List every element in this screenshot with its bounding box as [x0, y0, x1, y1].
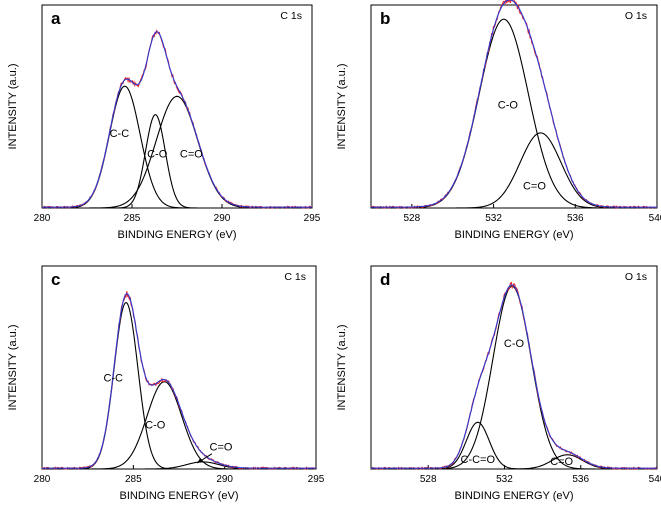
panel-letter: c: [51, 270, 60, 289]
x-axis-label: BINDING ENERGY (eV): [455, 490, 574, 502]
x-tick-label: 540: [649, 213, 661, 224]
y-axis-label: INTENSITY (a.u.): [7, 64, 19, 150]
panel-c: 280 285 290 295 BINDING ENERGY (eV) INTENSITY…: [7, 265, 325, 502]
panel-letter: d: [380, 270, 390, 289]
y-axis-label: INTENSITY (a.u.): [336, 325, 348, 411]
component-peak-1: [42, 381, 316, 470]
x-tick-label: 290: [214, 213, 231, 224]
envelope-fit: [371, 0, 657, 208]
component-peak-0: [371, 421, 657, 470]
y-axis-label: INTENSITY (a.u.): [336, 64, 348, 150]
envelope-fit: [42, 31, 312, 208]
measured-spectrum: [370, 281, 658, 470]
x-tick-label: 528: [404, 213, 421, 224]
x-tick-label: 536: [572, 474, 589, 485]
x-tick-label: 532: [496, 474, 513, 485]
measured-spectrum: [41, 291, 317, 471]
peak-label: C-O: [147, 148, 168, 160]
envelope-fit: [371, 284, 657, 469]
peak-label: C=O: [210, 442, 233, 454]
peak-label: C=O: [180, 148, 203, 160]
x-tick-label: 280: [34, 474, 51, 485]
panel-letter: a: [51, 9, 61, 28]
component-peak-0: [371, 18, 657, 209]
component-peak-1: [371, 132, 657, 209]
x-axis-label: BINDING ENERGY (eV): [118, 229, 237, 241]
component-peak-2: [42, 95, 312, 209]
x-tick-label: 532: [485, 213, 502, 224]
x-axis-label: BINDING ENERGY (eV): [455, 229, 574, 241]
panel-d: 528 532 536 540 BINDING ENERGY (eV) INTENSITY…: [336, 265, 661, 502]
x-tick-label: 295: [308, 474, 325, 485]
peak-label: C=O: [550, 456, 573, 468]
peak-label: C-C=O: [461, 454, 496, 466]
component-peak-2: [371, 454, 657, 470]
peak-label: C-O: [498, 100, 519, 112]
x-tick-label: 528: [420, 474, 437, 485]
component-peak-1: [371, 285, 657, 470]
envelope-fit: [42, 293, 316, 469]
x-tick-label: 280: [34, 213, 51, 224]
plot-frame: [41, 4, 313, 209]
plot-frame: [41, 265, 317, 470]
core-level-label: C 1s: [284, 271, 306, 283]
peak-label: C-O: [145, 419, 166, 431]
x-tick-label: 285: [124, 213, 141, 224]
x-tick-label: 295: [304, 213, 321, 224]
component-peak-1: [42, 114, 312, 209]
peak-label: C-C: [110, 128, 130, 140]
peak-label: C-C: [103, 373, 123, 385]
panel-a: 280 285 290 295 BINDING ENERGY (eV) INTENSITY…: [7, 4, 321, 241]
plot-frame: [370, 4, 658, 209]
x-tick-label: 540: [649, 474, 661, 485]
peak-label: C-O: [504, 338, 525, 350]
plot-frame: [370, 265, 658, 470]
component-peak-0: [42, 85, 312, 209]
panel-b: 528 532 536 540 BINDING ENERGY (eV) INTENSITY…: [336, 0, 661, 241]
peak-label: C=O: [523, 181, 546, 193]
core-level-label: O 1s: [625, 271, 647, 283]
measured-spectrum: [41, 29, 313, 209]
y-axis-label: INTENSITY (a.u.): [7, 325, 19, 411]
panel-letter: b: [380, 9, 390, 28]
x-tick-label: 536: [567, 213, 584, 224]
x-tick-label: 285: [125, 474, 142, 485]
core-level-label: O 1s: [625, 10, 647, 22]
component-peak-0: [42, 301, 316, 470]
x-axis-label: BINDING ENERGY (eV): [120, 490, 239, 502]
core-level-label: C 1s: [280, 10, 302, 22]
arrow-head: [197, 457, 204, 463]
x-tick-label: 290: [216, 474, 233, 485]
